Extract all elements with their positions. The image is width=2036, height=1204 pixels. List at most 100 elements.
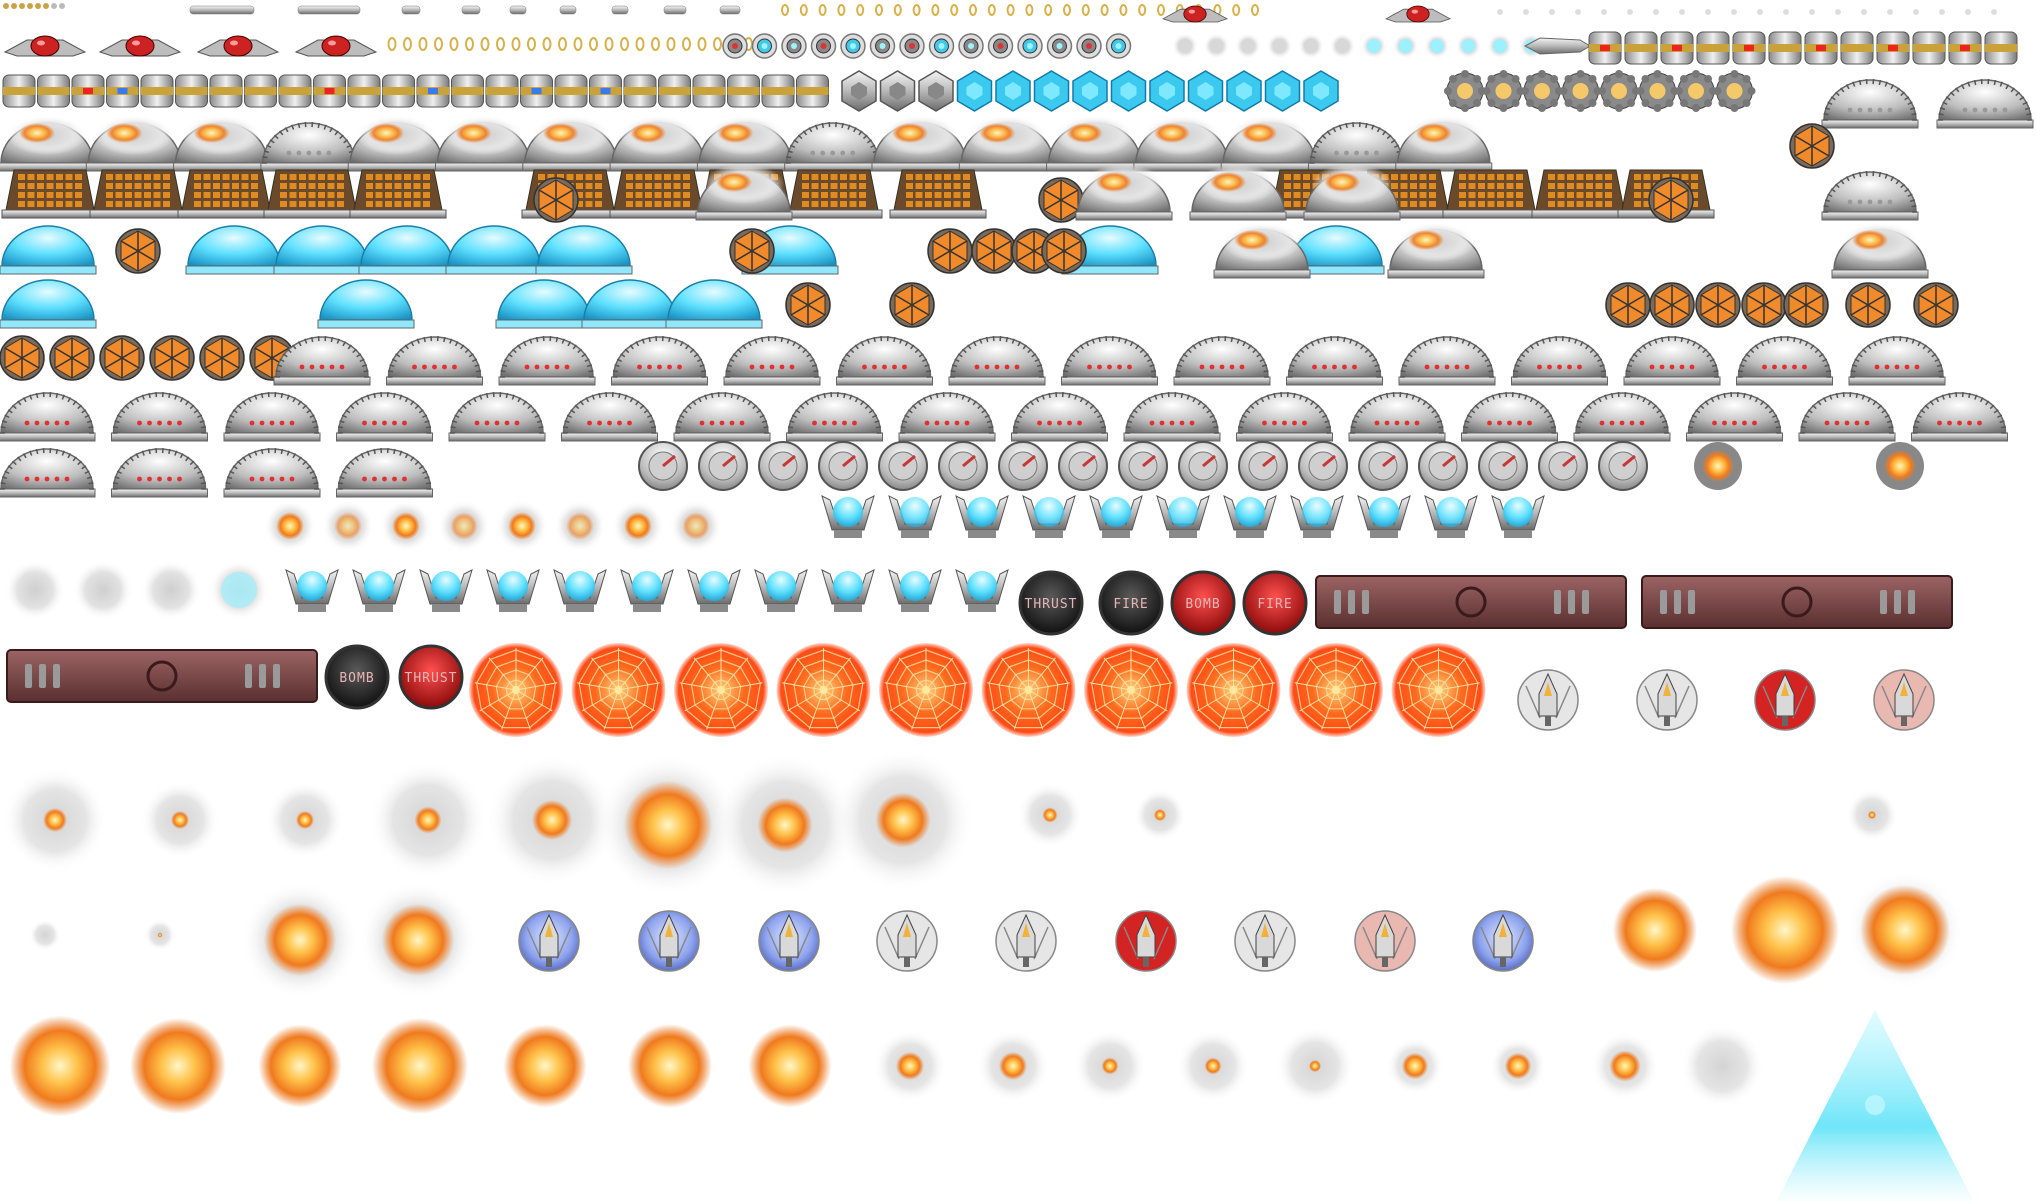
thrust-button-active[interactable]: THRUST	[398, 644, 464, 710]
capsule-icon	[589, 74, 622, 108]
claw-icon	[888, 495, 942, 538]
spark-icon	[1523, 9, 1529, 15]
explosion-icon	[1073, 1029, 1147, 1103]
dome-icon	[1173, 336, 1271, 386]
dome-icon	[1303, 164, 1401, 221]
drone-icon	[98, 35, 182, 57]
dome-icon	[1398, 336, 1496, 386]
bead-icon	[27, 3, 33, 9]
pipe-icon	[461, 5, 481, 15]
explosion-icon	[359, 881, 477, 999]
web-icon	[469, 643, 563, 737]
row-drone-enemies-and-capsules	[3, 31, 2018, 65]
dome-icon	[223, 448, 321, 498]
capsule-icon	[416, 74, 450, 108]
bomb-button-dark[interactable]: BOMB	[324, 644, 390, 710]
spark-icon	[1731, 9, 1737, 15]
spark-icon	[1887, 9, 1893, 15]
cyan-dome-icon	[665, 279, 763, 329]
dome-icon	[1848, 336, 1946, 386]
bunker-icon	[177, 169, 275, 219]
web-icon	[674, 643, 768, 737]
bomb-button[interactable]: BOMB	[1170, 570, 1236, 636]
web-icon	[1084, 643, 1178, 737]
fire-button-active[interactable]: FIRE	[1242, 570, 1308, 636]
ship-icon	[1873, 669, 1935, 731]
claw-icon	[955, 569, 1009, 612]
bead-icon	[43, 3, 49, 9]
ship-icon	[1517, 669, 1579, 731]
smoke-cloud-icon	[209, 560, 269, 620]
claw-icon	[1022, 495, 1076, 538]
capsule-icon	[1588, 31, 1622, 65]
turret-icon	[1238, 441, 1288, 491]
claw-icon	[285, 569, 339, 612]
dome-icon	[1831, 222, 1929, 279]
cage-icon	[533, 177, 579, 223]
ship-icon	[518, 910, 580, 972]
spark-icon	[1861, 9, 1867, 15]
thrust-button[interactable]: THRUST	[1018, 570, 1084, 636]
dome-icon	[561, 392, 658, 442]
ring-bullet-icon	[480, 37, 490, 51]
hex-shield-icon	[1226, 70, 1262, 112]
dome-icon	[273, 336, 371, 386]
ship-icon	[995, 910, 1057, 972]
hex-shield-icon	[1033, 70, 1070, 112]
drone-icon	[196, 35, 280, 57]
ring-bullet-icon	[875, 4, 883, 16]
explosion-icon	[624, 1020, 716, 1112]
cage-icon	[1845, 282, 1891, 328]
cyan-dome-icon	[358, 225, 456, 275]
dome-icon	[0, 115, 96, 172]
dome-icon	[111, 392, 208, 442]
ring-bullet-icon	[511, 37, 521, 51]
ring-bullet-icon	[931, 4, 940, 16]
cyan-dome-icon	[581, 279, 679, 329]
explosion-icon	[368, 1014, 472, 1118]
cog-icon	[1713, 70, 1756, 112]
ring-bullet-icon	[1100, 4, 1109, 16]
dome-icon	[611, 336, 708, 386]
spark-icon	[1497, 9, 1503, 15]
fire-button[interactable]: FIRE	[1098, 570, 1164, 636]
hex-shield-icon	[1264, 70, 1301, 112]
web-icon	[879, 643, 973, 737]
dome-icon	[1236, 392, 1333, 442]
dome-icon	[898, 392, 996, 442]
spark-icon	[1627, 9, 1633, 15]
cage-icon	[1695, 282, 1741, 328]
row-web-target-frames	[469, 643, 1486, 737]
dome-icon	[0, 392, 96, 442]
burst-icon	[612, 500, 664, 552]
ring-bullet-icon	[1232, 4, 1241, 16]
explosion-icon	[976, 1029, 1050, 1103]
core-ring-icon	[1076, 33, 1102, 59]
dome-icon	[1075, 164, 1173, 221]
spark-icon	[1809, 9, 1815, 15]
capsule-icon	[554, 74, 588, 108]
explosion-icon	[1489, 1037, 1547, 1095]
ring-bullet-icon	[589, 37, 598, 51]
explosion-icon	[144, 919, 176, 951]
pipe-icon	[719, 5, 741, 15]
ship-icon	[1472, 910, 1534, 972]
capsule-icon	[1768, 31, 1802, 65]
capsule-icon	[1948, 31, 1982, 65]
explosion-icon	[1591, 1032, 1659, 1100]
bunker-icon	[89, 169, 187, 219]
turret-icon	[1118, 441, 1168, 491]
pipe-icon	[509, 5, 527, 15]
burst-icon	[264, 500, 316, 552]
web-icon	[981, 643, 1076, 737]
smoke-cloud-icon	[73, 560, 133, 620]
ship-icon	[758, 910, 820, 972]
dome-icon	[1395, 115, 1493, 172]
core-ring-icon	[869, 33, 896, 59]
ring-bullet-icon	[950, 4, 959, 16]
bead-icon	[11, 3, 17, 9]
capsule-icon	[1876, 31, 1910, 65]
explosion-icon	[126, 1014, 230, 1118]
dome-icon	[871, 115, 969, 172]
